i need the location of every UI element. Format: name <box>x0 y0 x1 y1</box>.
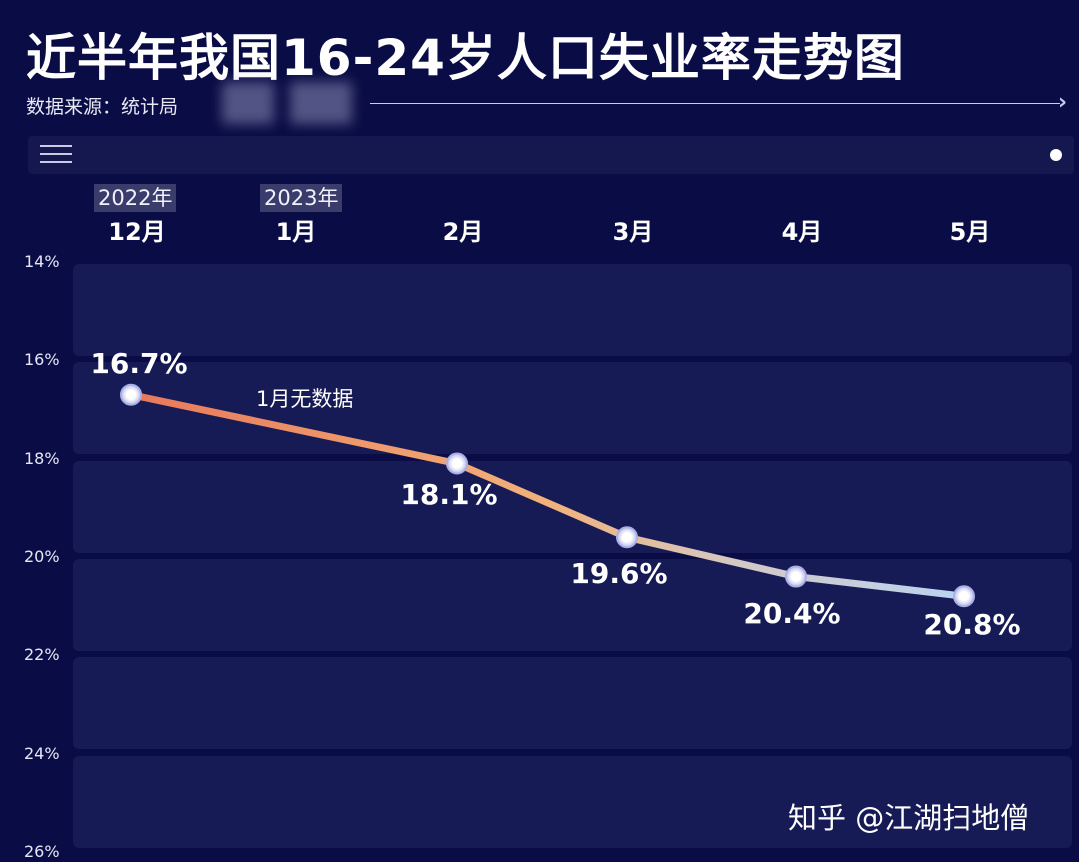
month-label: 3月 <box>612 218 654 246</box>
dot-icon[interactable] <box>1050 149 1062 161</box>
grid-band <box>73 460 1072 553</box>
grid-band <box>73 264 1072 356</box>
y-tick-label: 22% <box>24 645 60 665</box>
grid-band <box>73 657 1072 750</box>
y-tick-label: 14% <box>24 252 60 271</box>
y-tick-label: 24% <box>24 743 60 763</box>
month-label: 2月 <box>442 218 484 246</box>
grid-band <box>73 362 1072 455</box>
y-tick-label: 26% <box>24 841 60 861</box>
source-divider-line <box>370 103 1060 104</box>
data-point-label: 16.7% <box>90 346 188 380</box>
year-label: 2022年 <box>94 184 177 212</box>
data-point-marker[interactable] <box>120 383 142 406</box>
month-label: 1月 <box>275 218 317 246</box>
data-point-label: 19.6% <box>570 557 668 591</box>
data-point-label: 20.4% <box>743 596 841 630</box>
chart-title: 近半年我国16-24岁人口失业率走势图 <box>26 29 905 87</box>
y-tick-label: 20% <box>24 546 60 566</box>
data-point-label: 20.8% <box>923 608 1021 642</box>
y-tick-label: 18% <box>24 448 60 468</box>
data-point-marker[interactable] <box>785 565 807 588</box>
hamburger-menu-icon[interactable] <box>40 145 72 165</box>
y-tick-label: 16% <box>24 350 60 370</box>
missing-data-note: 1月无数据 <box>256 387 354 411</box>
chart-toolbar <box>28 136 1074 174</box>
month-label: 12月 <box>108 218 166 246</box>
month-label: 4月 <box>781 218 823 246</box>
blurred-region <box>222 82 274 124</box>
watermark: 知乎 @江湖扫地僧 <box>788 801 1030 835</box>
data-point-marker[interactable] <box>953 585 975 608</box>
grid-band <box>73 755 1072 848</box>
series-line <box>127 391 968 600</box>
data-source: 数据来源：统计局 <box>26 96 179 118</box>
month-label: 5月 <box>949 218 991 246</box>
data-point-label: 18.1% <box>400 477 498 511</box>
chevron-right-icon[interactable]: › <box>1058 90 1068 115</box>
year-label: 2023年 <box>260 184 343 212</box>
blurred-region <box>290 82 352 124</box>
grid-band <box>73 558 1072 651</box>
data-point-marker[interactable] <box>616 526 638 549</box>
data-point-marker[interactable] <box>446 452 468 475</box>
